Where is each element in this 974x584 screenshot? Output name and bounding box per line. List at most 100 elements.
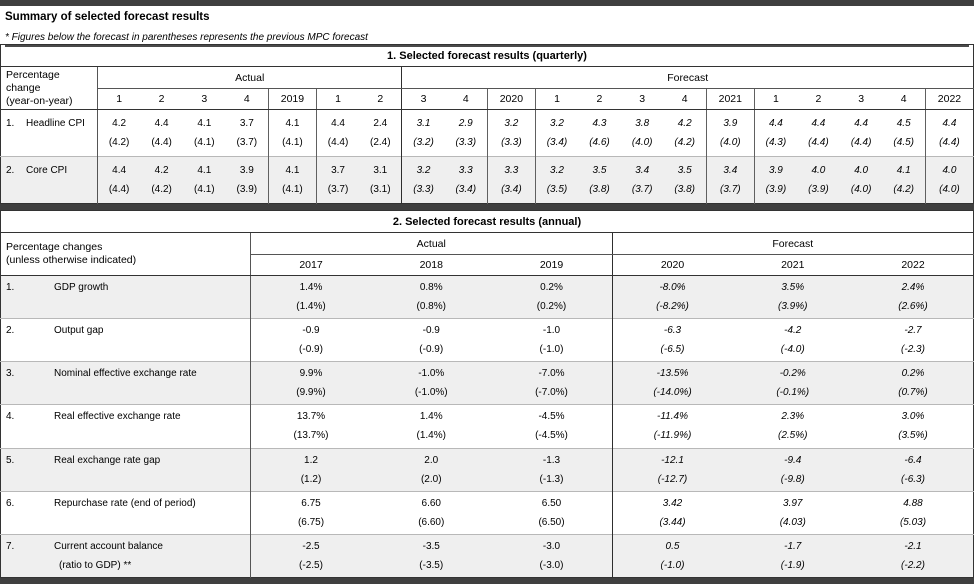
bottom-frame-bar [0,578,974,584]
previous-forecast-value: (-8.2%) [656,301,689,313]
forecast-value: 3.4 [635,165,650,176]
previous-forecast-value: (3.5%) [898,430,928,442]
table-row: 1. GDP growth 1.4% (1.4%) 0.8% (0.8%) 0.2% (0.… [0,275,974,319]
value-cell: 4.1 (4.2) [882,156,926,204]
value-cell: 2.4 (2.4) [359,110,402,157]
previous-forecast-value: (-11.9%) [653,430,692,442]
value-cell: 3.2 (3.5) [534,156,579,204]
row-name: Output gap [54,325,104,337]
row-name: Current account balance [54,540,163,552]
previous-forecast-value: (3.2) [413,137,434,148]
previous-forecast-value: (2.5%) [778,430,808,442]
previous-forecast-value: (-0.9) [419,344,444,356]
previous-forecast-value: (4.1) [194,137,215,148]
previous-forecast-value: (3.9%) [778,301,808,313]
value-cell: -6.4 (-6.3) [853,447,974,492]
period-header-cell: 2019 [267,88,317,110]
row-label: 2. Core CPI [0,156,98,204]
period-header-cell: 2019 [491,254,612,276]
forecast-value: 3.4 [723,165,738,176]
forecast-value: 4.0 [854,165,869,176]
previous-forecast-value: (-6.5) [660,344,685,356]
forecast-value: 6.50 [541,497,562,509]
value-cell: 4.4 (4.4) [924,109,974,157]
previous-forecast-value: (0.2%) [536,301,567,313]
previous-forecast-value: (4.0) [850,184,872,195]
row-number: 3. [6,368,15,380]
value-cell: 6.60 (6.60) [371,490,492,535]
previous-forecast-value: (4.2) [893,184,914,195]
value-cell: 13.7% (13.7%) [250,404,371,449]
row-label-line2 [1,180,97,199]
forecast-group-header: Forecast [401,66,974,89]
period-header-cell: 4 [882,88,926,110]
forecast-value: 3.9 [768,165,783,176]
value-cell: 0.5 (-1.0) [611,533,733,578]
row-number: 1. [6,282,15,294]
value-cell: 6.50 (6.50) [491,490,612,535]
forecast-value: 2.0 [424,454,439,466]
previous-forecast-value: (-2.5) [299,559,323,571]
value-cell: -1.0% (-1.0%) [371,361,492,405]
table-row: 1. Headline CPI 4.2 (4.2) 4.4 (4.4) 4.1 (4.1) 3… [0,109,974,157]
forecast-value: 4.4 [942,118,957,129]
forecast-value: 4.4 [331,118,345,129]
previous-forecast-value: (-14.0%) [653,387,692,399]
row-number: 2. [6,165,15,176]
forecast-value: 2.4% [901,282,925,294]
forecast-value: 6.60 [421,497,441,509]
value-cell: 4.1 (4.1) [183,110,226,157]
row-label-line2 [1,513,250,532]
value-cell: -13.5% (-14.0%) [611,361,733,405]
previous-forecast-value: (4.4) [939,137,960,148]
previous-forecast-value: (-0.1%) [776,387,810,399]
value-cell: 4.2 (4.2) [664,110,707,157]
value-cell: 0.2% (0.2%) [492,276,613,319]
previous-forecast-value: (3.9) [765,184,787,195]
annual-grid: 2. Selected forecast results (annual) Per… [0,210,974,578]
value-cell: -1.0 (-1.0) [491,318,612,362]
previous-forecast-value: (3.5) [546,184,568,195]
row-number: 6. [6,497,15,509]
table-title: 2. Selected forecast results (annual) [0,210,974,233]
previous-forecast-value: (3.1) [370,184,391,195]
value-cell: -8.0% (-8.2%) [611,275,733,319]
previous-forecast-value: (3.3) [413,184,434,195]
value-cell: 4.1 (4.1) [267,156,317,204]
previous-forecast-value: (-7.0%) [535,387,568,399]
period-header-cell: 2020 [611,254,733,276]
row-label-line: 6. Repurchase rate (end of period) [1,494,250,513]
table-row: 2. Core CPI 4.4 (4.4) 4.2 (4.2) 4.1 (4.1) 3.9 (3… [0,156,974,204]
previous-forecast-value: (3.3) [455,137,477,148]
value-cell: 2.4% (2.6%) [853,276,974,319]
previous-forecast-value: (4.3) [765,137,787,148]
value-cell: 4.4 (4.4) [315,109,360,157]
value-cell: 4.0 (4.0) [839,156,883,204]
previous-forecast-value: (4.0) [720,137,741,148]
forecast-value: -2.1 [904,540,922,552]
value-cell: 2.3% (2.5%) [732,404,853,449]
previous-forecast-value: (3.9) [808,184,829,195]
forecast-value: 2.9 [458,118,473,129]
previous-forecast-value: (-3.5) [419,559,444,571]
row-label-line: 4. Real effective exchange rate [1,407,250,426]
row-label-line: 2. Core CPI [1,161,97,180]
row-label: 5. Real exchange rate gap [0,447,251,492]
axis-label-line1: Percentage changes [6,241,103,253]
value-cell: -6.3 (-6.5) [611,318,733,362]
previous-forecast-value: (4.4) [850,137,872,148]
table-row: 3. Nominal effective exchange rate 9.9% (9… [0,361,974,405]
forecast-value: -3.5 [422,540,440,552]
value-cell: 3.2 (3.4) [534,109,579,157]
previous-forecast-value: (3.7) [236,137,258,148]
previous-forecast-value: (-3.0) [539,559,564,571]
value-cell: 4.88 (5.03) [853,490,974,535]
value-cell: 3.42 (3.44) [611,490,733,535]
row-number: 2. [6,325,15,337]
forecast-value: 3.1 [416,118,431,129]
value-cell: 4.2 (4.2) [140,156,183,204]
period-header-row: 2017 2018 2019 2020 2021 2022 [1,254,974,276]
previous-forecast-value: (0.8%) [416,301,446,313]
forecast-value: 3.97 [783,497,803,509]
value-cell: 4.1 (4.1) [267,109,317,157]
